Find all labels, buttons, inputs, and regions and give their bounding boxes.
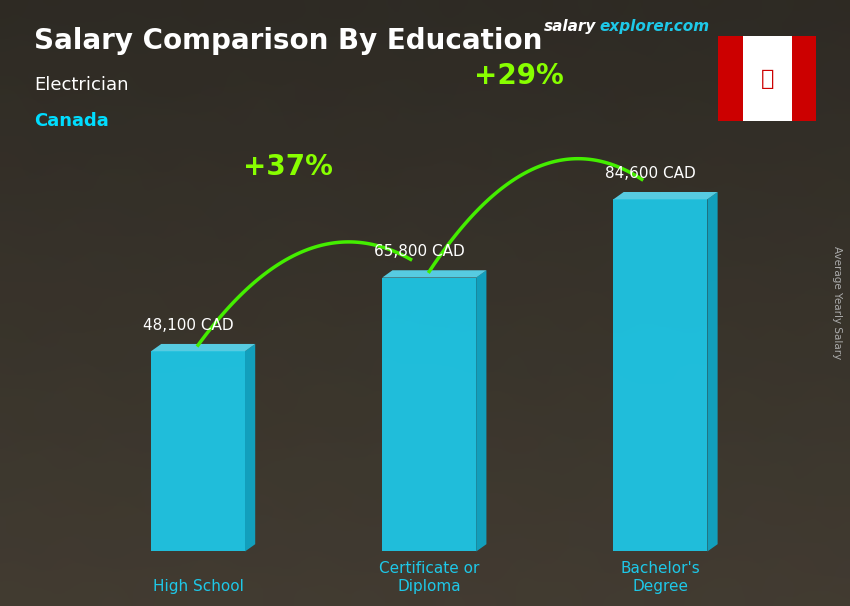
Text: 84,600 CAD: 84,600 CAD xyxy=(605,166,696,181)
Text: 65,800 CAD: 65,800 CAD xyxy=(374,244,465,259)
Text: Bachelor's
Degree: Bachelor's Degree xyxy=(620,562,700,594)
Text: Electrician: Electrician xyxy=(34,76,128,94)
Polygon shape xyxy=(614,192,717,199)
Bar xyxy=(791,36,816,121)
Text: Average Yearly Salary: Average Yearly Salary xyxy=(832,247,842,359)
Bar xyxy=(743,36,791,121)
Polygon shape xyxy=(707,192,717,551)
Polygon shape xyxy=(151,344,255,351)
Text: 🍁: 🍁 xyxy=(761,68,774,89)
Text: explorer: explorer xyxy=(599,19,672,35)
Text: Certificate or
Diploma: Certificate or Diploma xyxy=(379,562,479,594)
Polygon shape xyxy=(151,351,245,551)
Polygon shape xyxy=(382,278,476,551)
Text: Salary Comparison By Education: Salary Comparison By Education xyxy=(34,27,542,55)
Text: salary: salary xyxy=(544,19,597,35)
Polygon shape xyxy=(245,344,255,551)
Text: +29%: +29% xyxy=(474,62,564,90)
Text: 48,100 CAD: 48,100 CAD xyxy=(143,318,233,333)
Bar xyxy=(718,36,743,121)
Text: .com: .com xyxy=(668,19,709,35)
Text: Canada: Canada xyxy=(34,112,109,130)
Polygon shape xyxy=(476,270,486,551)
Text: High School: High School xyxy=(153,579,243,594)
Polygon shape xyxy=(614,199,707,551)
Polygon shape xyxy=(382,270,486,278)
Text: +37%: +37% xyxy=(243,153,333,181)
